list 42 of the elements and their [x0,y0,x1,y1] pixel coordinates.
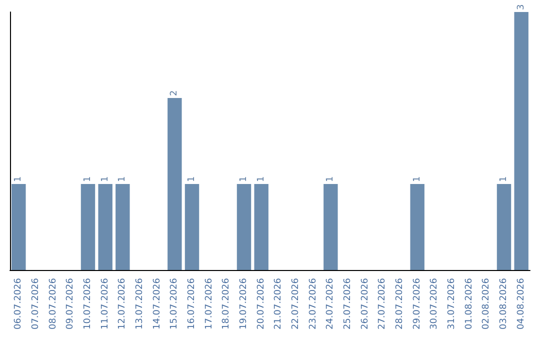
x-tick-label: 03.08.2026 [499,278,509,330]
data-label: 1 [239,176,249,182]
x-tick-label: 23.07.2026 [308,278,318,330]
data-label: 1 [326,176,336,182]
x-tick-label: 07.07.2026 [31,278,41,330]
data-label: 2 [170,90,180,96]
x-tick-label: 26.07.2026 [360,278,370,330]
data-label: 1 [412,176,422,182]
x-tick-label: 02.08.2026 [482,278,492,330]
x-tick-label: 10.07.2026 [83,278,93,330]
x-tick-label: 18.07.2026 [222,278,232,330]
x-tick-label: 28.07.2026 [395,278,405,330]
x-tick-label: 31.07.2026 [447,278,457,330]
x-tick-label: 09.07.2026 [66,278,76,330]
x-tick-label: 25.07.2026 [343,278,353,330]
x-tick-label: 06.07.2026 [14,278,24,330]
x-tick-label: 22.07.2026 [291,278,301,330]
x-tick-label: 13.07.2026 [135,278,145,330]
x-tick-label: 01.08.2026 [464,278,474,330]
x-tick-label: 30.07.2026 [430,278,440,330]
x-tick-label: 08.07.2026 [48,278,58,330]
data-label: 3 [516,4,526,10]
x-tick-label: 27.07.2026 [378,278,388,330]
data-label: 1 [256,176,266,182]
x-tick-label: 11.07.2026 [100,278,110,330]
data-label: 1 [83,176,93,182]
x-tick-label: 14.07.2026 [152,278,162,330]
x-tick-label: 20.07.2026 [256,278,266,330]
x-tick-label: 12.07.2026 [118,278,128,330]
x-tick-label: 29.07.2026 [412,278,422,330]
x-tick-label: 15.07.2026 [170,278,180,330]
x-tick-label: 19.07.2026 [239,278,249,330]
data-label: 1 [187,176,197,182]
x-tick-label: 04.08.2026 [516,278,526,330]
x-tick-label: 21.07.2026 [274,278,284,330]
data-label: 1 [100,176,110,182]
data-label: 1 [499,176,509,182]
x-tick-label: 24.07.2026 [326,278,336,330]
x-tick-label: 16.07.2026 [187,278,197,330]
data-label: 1 [118,176,128,182]
data-label: 1 [14,176,24,182]
x-tick-label: 17.07.2026 [204,278,214,330]
